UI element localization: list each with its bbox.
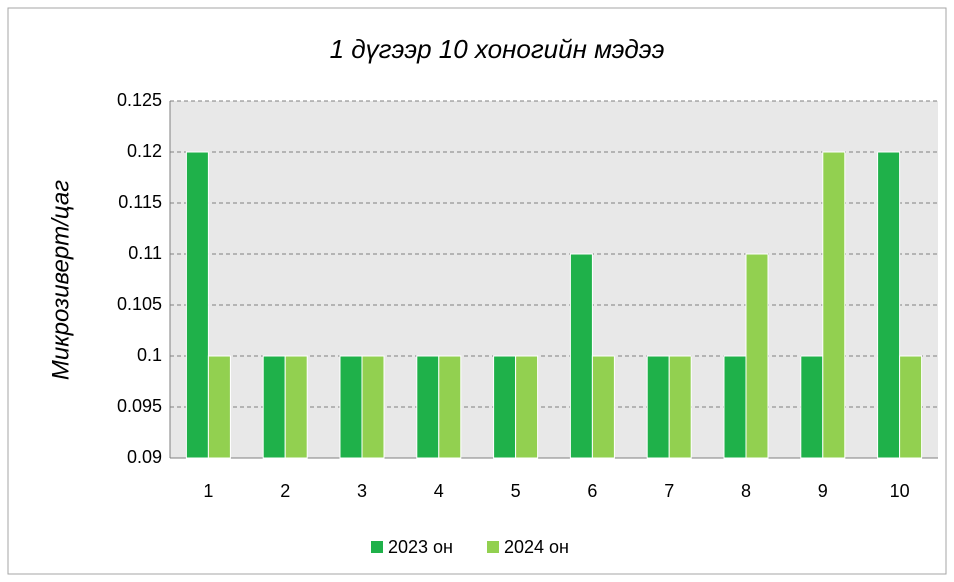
bar [723,355,747,459]
x-tick-label: 5 [511,481,521,501]
x-tick-label: 10 [890,481,910,501]
bar [416,355,440,459]
bar [646,355,670,459]
bar [284,355,308,459]
bar [877,151,901,459]
bar [800,355,824,459]
y-tick-label: 0.09 [127,447,162,467]
bar [185,151,209,459]
bar [515,355,539,459]
bar [668,355,692,459]
bar [361,355,385,459]
bar [745,253,769,459]
bar [262,355,286,459]
legend-label: 2024 он [504,537,569,557]
y-tick-label: 0.105 [117,294,162,314]
bar [207,355,231,459]
x-tick-label: 3 [357,481,367,501]
bar [569,253,593,459]
y-tick-label: 0.12 [127,141,162,161]
chart-title: 1 дүгээр 10 хоногийн мэдээ [330,34,665,64]
y-tick-label: 0.095 [117,396,162,416]
x-tick-label: 9 [818,481,828,501]
x-tick-label: 8 [741,481,751,501]
bar [493,355,517,459]
x-tick-label: 1 [203,481,213,501]
y-tick-label: 0.1 [137,345,162,365]
x-tick-label: 4 [434,481,444,501]
bar [591,355,615,459]
y-tick-label: 0.11 [128,243,162,263]
legend-swatch [371,541,383,553]
x-tick-label: 6 [587,481,597,501]
x-tick-label: 7 [664,481,674,501]
y-tick-label: 0.125 [117,90,162,110]
bar [438,355,462,459]
y-tick-label: 0.115 [118,192,162,212]
legend-label: 2023 он [388,537,453,557]
bar [339,355,363,459]
y-axis-label: Микрозиверт/цаг [47,180,74,380]
x-tick-label: 2 [280,481,290,501]
bar [899,355,923,459]
legend-swatch [487,541,499,553]
bar [822,151,846,459]
